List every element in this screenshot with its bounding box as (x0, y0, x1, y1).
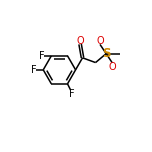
Text: F: F (69, 89, 74, 99)
Text: F: F (31, 65, 37, 75)
Text: F: F (39, 51, 45, 61)
Text: O: O (96, 36, 104, 46)
Text: S: S (102, 47, 110, 60)
Text: O: O (109, 62, 116, 72)
Text: O: O (76, 36, 84, 46)
